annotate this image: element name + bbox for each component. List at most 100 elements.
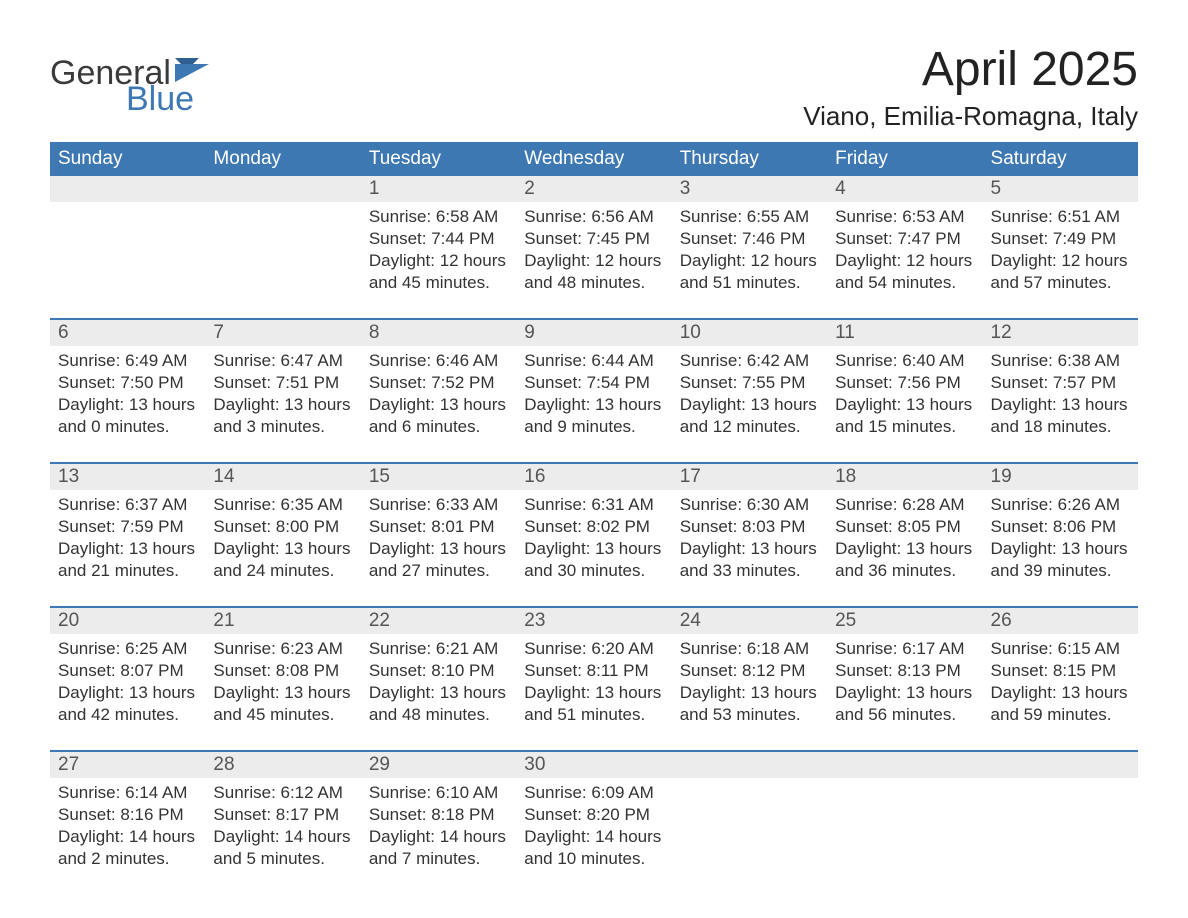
sunrise-text: Sunrise: 6:20 AM xyxy=(524,638,663,660)
calendar-day: 3Sunrise: 6:55 AMSunset: 7:46 PMDaylight… xyxy=(672,176,827,318)
day-body: Sunrise: 6:23 AMSunset: 8:08 PMDaylight:… xyxy=(205,634,360,726)
sunrise-text: Sunrise: 6:49 AM xyxy=(58,350,197,372)
day-number-empty xyxy=(827,752,982,778)
calendar-day: 24Sunrise: 6:18 AMSunset: 8:12 PMDayligh… xyxy=(672,608,827,750)
day-body: Sunrise: 6:09 AMSunset: 8:20 PMDaylight:… xyxy=(516,778,671,870)
calendar-day: 12Sunrise: 6:38 AMSunset: 7:57 PMDayligh… xyxy=(983,320,1138,462)
calendar-day: 22Sunrise: 6:21 AMSunset: 8:10 PMDayligh… xyxy=(361,608,516,750)
sunrise-text: Sunrise: 6:46 AM xyxy=(369,350,508,372)
day-number: 18 xyxy=(827,464,982,490)
day-body: Sunrise: 6:26 AMSunset: 8:06 PMDaylight:… xyxy=(983,490,1138,582)
day-number-empty xyxy=(672,752,827,778)
sunset-text: Sunset: 8:02 PM xyxy=(524,516,663,538)
calendar-day: 20Sunrise: 6:25 AMSunset: 8:07 PMDayligh… xyxy=(50,608,205,750)
calendar-page: General Blue April 2025 Viano, Emilia-Ro… xyxy=(0,0,1188,918)
calendar-table: SundayMondayTuesdayWednesdayThursdayFrid… xyxy=(50,142,1138,894)
daylight-text-line1: Daylight: 13 hours xyxy=(213,538,352,560)
daylight-text-line2: and 6 minutes. xyxy=(369,416,508,438)
sunrise-text: Sunrise: 6:15 AM xyxy=(991,638,1130,660)
sunrise-text: Sunrise: 6:55 AM xyxy=(680,206,819,228)
calendar-day: 26Sunrise: 6:15 AMSunset: 8:15 PMDayligh… xyxy=(983,608,1138,750)
day-number: 5 xyxy=(983,176,1138,202)
sunset-text: Sunset: 8:08 PM xyxy=(213,660,352,682)
daylight-text-line1: Daylight: 14 hours xyxy=(524,826,663,848)
daylight-text-line2: and 48 minutes. xyxy=(524,272,663,294)
daylight-text-line2: and 42 minutes. xyxy=(58,704,197,726)
sunrise-text: Sunrise: 6:53 AM xyxy=(835,206,974,228)
day-number: 30 xyxy=(516,752,671,778)
day-number: 21 xyxy=(205,608,360,634)
daylight-text-line2: and 59 minutes. xyxy=(991,704,1130,726)
calendar-day-empty xyxy=(827,752,982,894)
daylight-text-line1: Daylight: 13 hours xyxy=(58,538,197,560)
sunset-text: Sunset: 7:54 PM xyxy=(524,372,663,394)
day-number: 24 xyxy=(672,608,827,634)
calendar-day: 7Sunrise: 6:47 AMSunset: 7:51 PMDaylight… xyxy=(205,320,360,462)
day-body: Sunrise: 6:15 AMSunset: 8:15 PMDaylight:… xyxy=(983,634,1138,726)
day-body: Sunrise: 6:44 AMSunset: 7:54 PMDaylight:… xyxy=(516,346,671,438)
day-body: Sunrise: 6:42 AMSunset: 7:55 PMDaylight:… xyxy=(672,346,827,438)
daylight-text-line1: Daylight: 12 hours xyxy=(524,250,663,272)
day-number-empty xyxy=(205,176,360,202)
sunrise-text: Sunrise: 6:35 AM xyxy=(213,494,352,516)
calendar-day: 14Sunrise: 6:35 AMSunset: 8:00 PMDayligh… xyxy=(205,464,360,606)
calendar-header-row: SundayMondayTuesdayWednesdayThursdayFrid… xyxy=(50,142,1138,176)
sunrise-text: Sunrise: 6:09 AM xyxy=(524,782,663,804)
daylight-text-line2: and 30 minutes. xyxy=(524,560,663,582)
calendar-day: 16Sunrise: 6:31 AMSunset: 8:02 PMDayligh… xyxy=(516,464,671,606)
daylight-text-line2: and 2 minutes. xyxy=(58,848,197,870)
daylight-text-line1: Daylight: 12 hours xyxy=(680,250,819,272)
weekday-header: Tuesday xyxy=(361,142,516,176)
daylight-text-line1: Daylight: 13 hours xyxy=(835,538,974,560)
sunset-text: Sunset: 8:11 PM xyxy=(524,660,663,682)
calendar-day: 30Sunrise: 6:09 AMSunset: 8:20 PMDayligh… xyxy=(516,752,671,894)
calendar-day: 15Sunrise: 6:33 AMSunset: 8:01 PMDayligh… xyxy=(361,464,516,606)
day-number: 4 xyxy=(827,176,982,202)
daylight-text-line2: and 57 minutes. xyxy=(991,272,1130,294)
daylight-text-line2: and 24 minutes. xyxy=(213,560,352,582)
day-number: 17 xyxy=(672,464,827,490)
sunrise-text: Sunrise: 6:12 AM xyxy=(213,782,352,804)
calendar-day: 28Sunrise: 6:12 AMSunset: 8:17 PMDayligh… xyxy=(205,752,360,894)
day-body: Sunrise: 6:47 AMSunset: 7:51 PMDaylight:… xyxy=(205,346,360,438)
weekday-header: Thursday xyxy=(672,142,827,176)
calendar-week: 6Sunrise: 6:49 AMSunset: 7:50 PMDaylight… xyxy=(50,320,1138,462)
calendar-day: 13Sunrise: 6:37 AMSunset: 7:59 PMDayligh… xyxy=(50,464,205,606)
daylight-text-line1: Daylight: 13 hours xyxy=(213,682,352,704)
sunrise-text: Sunrise: 6:10 AM xyxy=(369,782,508,804)
sunset-text: Sunset: 7:45 PM xyxy=(524,228,663,250)
sunset-text: Sunset: 8:06 PM xyxy=(991,516,1130,538)
daylight-text-line2: and 54 minutes. xyxy=(835,272,974,294)
day-number: 23 xyxy=(516,608,671,634)
day-body: Sunrise: 6:56 AMSunset: 7:45 PMDaylight:… xyxy=(516,202,671,294)
calendar-day: 18Sunrise: 6:28 AMSunset: 8:05 PMDayligh… xyxy=(827,464,982,606)
day-number: 2 xyxy=(516,176,671,202)
daylight-text-line1: Daylight: 13 hours xyxy=(369,394,508,416)
sunset-text: Sunset: 8:20 PM xyxy=(524,804,663,826)
daylight-text-line1: Daylight: 13 hours xyxy=(991,394,1130,416)
daylight-text-line1: Daylight: 12 hours xyxy=(369,250,508,272)
daylight-text-line2: and 10 minutes. xyxy=(524,848,663,870)
day-number: 3 xyxy=(672,176,827,202)
daylight-text-line2: and 45 minutes. xyxy=(369,272,508,294)
day-number: 28 xyxy=(205,752,360,778)
sunset-text: Sunset: 7:57 PM xyxy=(991,372,1130,394)
daylight-text-line1: Daylight: 13 hours xyxy=(680,682,819,704)
day-number: 15 xyxy=(361,464,516,490)
day-body: Sunrise: 6:10 AMSunset: 8:18 PMDaylight:… xyxy=(361,778,516,870)
daylight-text-line2: and 39 minutes. xyxy=(991,560,1130,582)
weekday-header: Sunday xyxy=(50,142,205,176)
daylight-text-line1: Daylight: 13 hours xyxy=(835,394,974,416)
sunset-text: Sunset: 7:55 PM xyxy=(680,372,819,394)
sunset-text: Sunset: 8:05 PM xyxy=(835,516,974,538)
day-number: 10 xyxy=(672,320,827,346)
day-number: 27 xyxy=(50,752,205,778)
day-number: 11 xyxy=(827,320,982,346)
daylight-text-line2: and 18 minutes. xyxy=(991,416,1130,438)
location: Viano, Emilia-Romagna, Italy xyxy=(803,101,1138,132)
daylight-text-line2: and 27 minutes. xyxy=(369,560,508,582)
calendar-day: 21Sunrise: 6:23 AMSunset: 8:08 PMDayligh… xyxy=(205,608,360,750)
sunset-text: Sunset: 7:50 PM xyxy=(58,372,197,394)
day-body: Sunrise: 6:35 AMSunset: 8:00 PMDaylight:… xyxy=(205,490,360,582)
day-body: Sunrise: 6:14 AMSunset: 8:16 PMDaylight:… xyxy=(50,778,205,870)
